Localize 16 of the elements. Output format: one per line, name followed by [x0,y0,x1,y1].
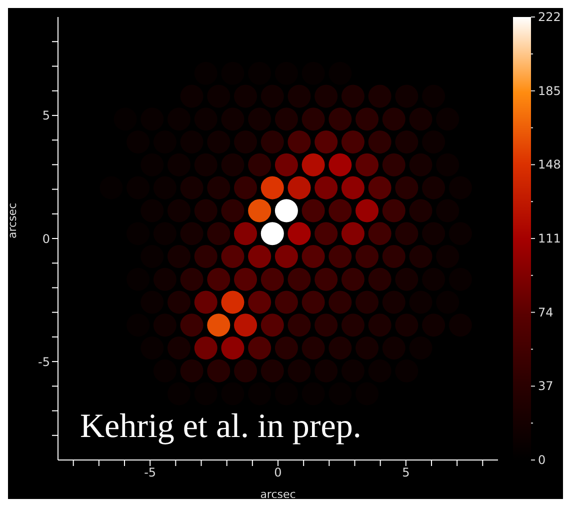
color-bar-label: 74 [538,305,554,320]
y-tick-label: -5 [38,354,50,369]
color-bar-label: 111 [538,232,561,246]
x-axis-title: arcsec [260,488,296,501]
x-tick-label: 5 [402,466,410,480]
color-bar-label: 185 [538,84,561,98]
color-bar-label: 148 [538,158,561,172]
y-tick-label: 0 [42,232,50,246]
y-axis-title: arcsec [6,202,19,238]
annotation: Kehrig et al. in prep. [80,408,362,446]
x-tick-label: -5 [144,466,156,480]
y-tick-label: 5 [42,108,50,123]
color-bar-label: 37 [538,379,554,394]
color-bar-label: 0 [538,453,546,467]
color-bar-label: 222 [538,10,561,24]
x-tick-label: 0 [274,466,282,480]
